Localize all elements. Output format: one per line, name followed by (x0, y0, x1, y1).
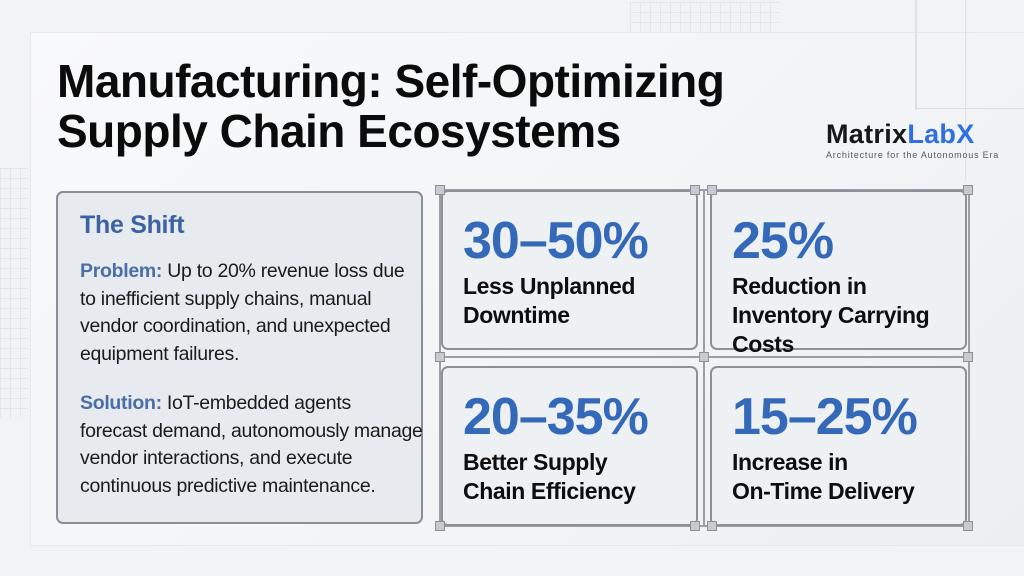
brand-name-dark: Matrix (826, 119, 908, 149)
problem-label: Problem: (80, 260, 163, 282)
stat-value: 30–50% (463, 212, 649, 270)
corner-node (435, 185, 445, 195)
stat-card-delivery: 15–25% Increase in On-Time Delivery (710, 366, 967, 526)
stat-card-inventory: 25% Reduction in Inventory Carrying Costs (710, 190, 967, 357)
title-line-2: Supply Chain Ecosystems (57, 105, 621, 157)
brand-tagline: Architecture for the Autonomous Era (826, 150, 1000, 160)
stat-label: Increase in On-Time Delivery (732, 449, 915, 504)
stat-card-efficiency: 20–35% Better Supply Chain Efficiency (441, 366, 698, 526)
stat-label: Less Unplanned Downtime (463, 273, 636, 328)
stat-label: Reduction in Inventory Carrying Costs (732, 273, 930, 357)
corner-node (707, 521, 717, 531)
corner-node (690, 521, 700, 531)
title-line-1: Manufacturing: Self-Optimizing (57, 55, 725, 107)
corner-node (435, 352, 445, 362)
corner-node (707, 185, 717, 195)
corner-node (690, 185, 700, 195)
solution-text: Solution: IoT-embedded agents forecast de… (80, 392, 423, 497)
frame-line (440, 189, 970, 191)
stat-value: 25% (732, 212, 834, 270)
corner-node (963, 352, 973, 362)
solution-label: Solution: (80, 392, 162, 414)
blueprint-line (915, 108, 1024, 109)
shift-heading: The Shift (80, 211, 185, 239)
blueprint-line (915, 0, 917, 110)
grid-decoration-left (0, 168, 28, 418)
stat-value: 15–25% (732, 388, 918, 446)
blueprint-line (965, 0, 966, 180)
corner-node (435, 521, 445, 531)
grid-decoration-top (630, 2, 780, 32)
problem-text: Problem: Up to 20% revenue loss due to in… (80, 260, 405, 365)
page-title: Manufacturing: Self-Optimizing Supply Ch… (57, 55, 725, 157)
stat-value: 20–35% (463, 388, 649, 446)
brand-name: MatrixLabX (826, 119, 999, 149)
stat-card-downtime: 30–50% Less Unplanned Downtime (441, 190, 698, 350)
stat-label: Better Supply Chain Efficiency (463, 449, 636, 504)
brand-logo: MatrixLabX Architecture for the Autonomo… (826, 119, 999, 160)
corner-node (963, 185, 973, 195)
frame-line (440, 525, 970, 527)
corner-node (963, 521, 973, 531)
brand-name-accent: LabX (907, 119, 975, 149)
corner-node (699, 352, 709, 362)
the-shift-card: The Shift Problem: Up to 20% revenue los… (56, 191, 423, 524)
